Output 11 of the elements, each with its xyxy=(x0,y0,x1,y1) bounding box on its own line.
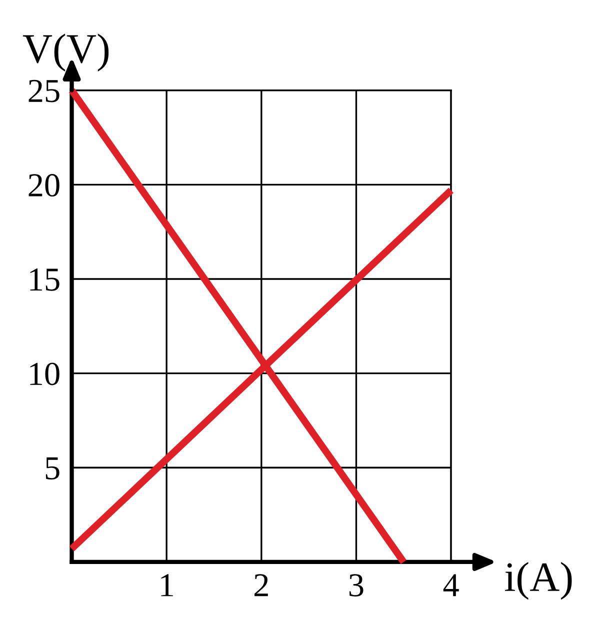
x-tick-label: 4 xyxy=(443,574,459,596)
y-tick-label: 25 xyxy=(28,80,60,102)
x-axis-title: i(A) xyxy=(505,562,572,600)
x-tick-label: 2 xyxy=(254,574,268,596)
y-tick-label: 5 xyxy=(46,457,60,480)
y-axis-title: V(V) xyxy=(22,34,109,72)
y-tick-label: 15 xyxy=(30,268,60,291)
x-tick-label: 3 xyxy=(349,574,364,597)
x-tick-label: 1 xyxy=(161,574,173,596)
y-tick-label: 20 xyxy=(28,174,60,197)
y-tick-label: 10 xyxy=(30,362,60,386)
